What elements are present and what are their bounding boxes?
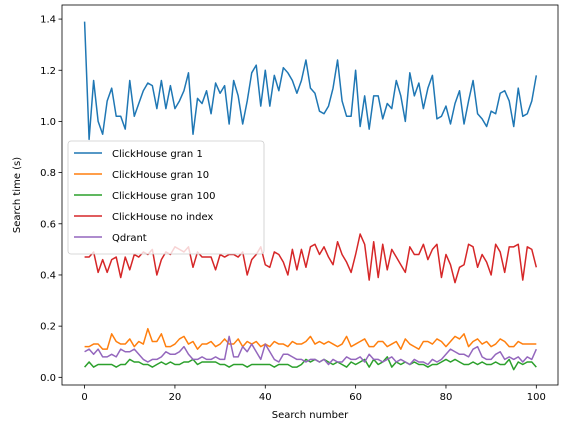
legend-label-3: ClickHouse no index xyxy=(112,212,213,223)
plot-frame xyxy=(61,4,559,386)
x-tick-label: 60 xyxy=(349,392,362,403)
x-tick-label: 80 xyxy=(440,392,453,403)
y-axis: 0.0 0.2 0.4 0.6 0.8 1.0 1.2 1.4 xyxy=(40,15,62,384)
x-axis: 0 20 40 60 80 100 xyxy=(81,385,546,403)
x-axis-label: Search number xyxy=(272,410,349,421)
series-line-3 xyxy=(84,233,538,284)
plot-series-group xyxy=(83,21,538,371)
legend-label-4: Qdrant xyxy=(112,233,147,244)
series-line-1 xyxy=(84,327,537,350)
y-tick-label: 1.4 xyxy=(40,15,56,26)
y-tick-label: 1.0 xyxy=(40,117,56,128)
legend-label-2: ClickHouse gran 100 xyxy=(112,191,216,202)
y-tick-label: 0.6 xyxy=(40,219,56,230)
legend-label-1: ClickHouse gran 10 xyxy=(112,170,209,181)
x-tick-label: 40 xyxy=(259,392,272,403)
series-line-0 xyxy=(83,21,538,141)
x-tick-label: 0 xyxy=(81,392,87,403)
y-tick-label: 0.8 xyxy=(40,168,56,179)
series-line-2 xyxy=(84,356,537,371)
y-axis-label: Search time (s) xyxy=(12,157,23,233)
legend: ClickHouse gran 1 ClickHouse gran 10 Click… xyxy=(67,140,265,255)
legend-label-0: ClickHouse gran 1 xyxy=(112,149,203,160)
series-line-4 xyxy=(84,335,538,366)
y-tick-label: 0.0 xyxy=(40,373,56,384)
y-tick-label: 0.4 xyxy=(40,270,56,281)
y-tick-label: 0.2 xyxy=(40,322,56,333)
y-tick-label: 1.2 xyxy=(40,66,56,77)
x-tick-label: 20 xyxy=(169,392,182,403)
legend-box xyxy=(67,140,265,255)
x-tick-label: 100 xyxy=(527,392,546,403)
